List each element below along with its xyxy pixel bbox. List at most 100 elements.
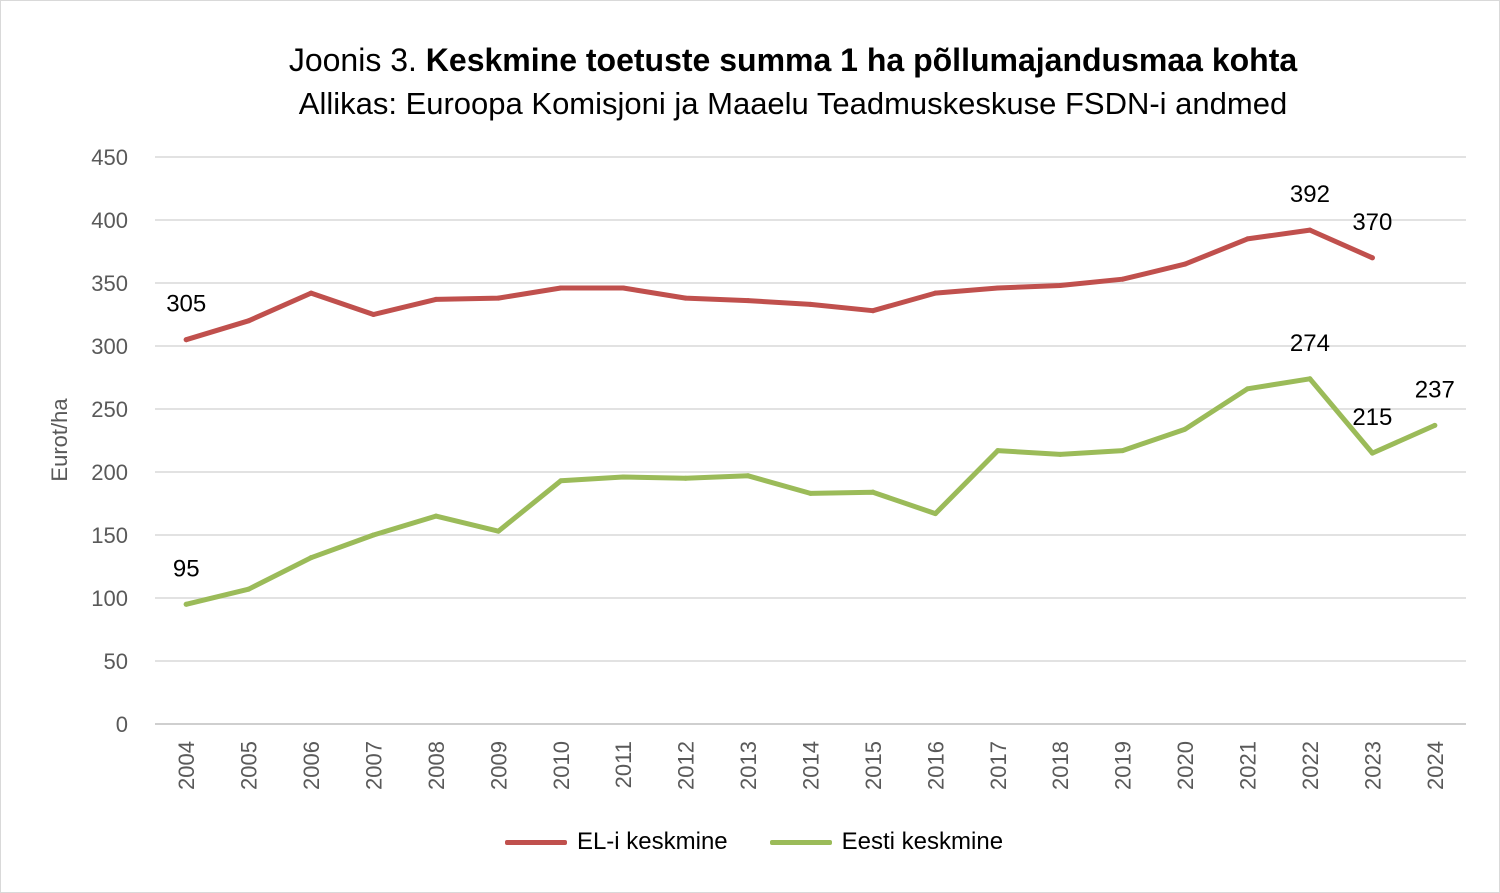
series-line-0 xyxy=(183,227,1375,343)
data-point xyxy=(308,290,314,296)
chart-title-block: Joonis 3. Keskmine toetuste summa 1 ha p… xyxy=(0,38,1500,126)
legend-swatch-eu xyxy=(504,839,567,845)
x-tick-label: 2019 xyxy=(1111,741,1136,790)
data-label: 274 xyxy=(1290,330,1330,357)
data-point xyxy=(1245,236,1250,242)
legend-item-estonia: Eesti keskmine xyxy=(769,828,1004,856)
x-tick-label: 2023 xyxy=(1360,741,1385,790)
data-point xyxy=(932,511,938,517)
x-tick-label: 2005 xyxy=(237,741,262,790)
chart-title-main: Keskmine toetuste summa 1 ha põllumajand… xyxy=(425,42,1298,78)
legend-item-eu: EL-i keskmine xyxy=(504,828,728,856)
x-tick-label: 2017 xyxy=(986,741,1011,790)
data-point xyxy=(1307,376,1313,382)
data-point xyxy=(183,337,189,343)
x-tick-label: 2021 xyxy=(1236,741,1261,790)
data-point xyxy=(1182,261,1188,267)
data-point xyxy=(246,586,252,592)
series-lines xyxy=(183,227,1438,607)
chart-legend: EL-i keskmine Eesti keskmine xyxy=(0,828,1500,856)
data-point xyxy=(1369,450,1375,456)
data-point xyxy=(1245,386,1250,392)
x-tick-label: 2016 xyxy=(923,741,948,790)
x-tick-label: 2018 xyxy=(1048,741,1073,790)
data-point xyxy=(558,285,564,291)
x-tick-label: 2008 xyxy=(424,741,449,790)
data-point xyxy=(870,308,876,314)
data-point xyxy=(371,532,376,538)
x-tick-label: 2007 xyxy=(362,741,387,790)
y-tick-label: 400 xyxy=(91,208,128,233)
y-tick-label: 200 xyxy=(91,460,128,485)
chart-title-prefix: Joonis 3. xyxy=(288,42,417,78)
data-point xyxy=(995,285,1001,291)
data-point xyxy=(1120,276,1126,282)
y-tick-label: 0 xyxy=(116,712,128,737)
x-tick-label: 2006 xyxy=(299,741,324,790)
data-point xyxy=(1307,227,1313,233)
y-tick-label: 300 xyxy=(91,334,128,359)
data-point xyxy=(495,295,501,301)
data-point xyxy=(558,478,564,484)
data-point xyxy=(745,298,751,304)
y-tick-label: 450 xyxy=(91,145,128,170)
x-tick-label: 2011 xyxy=(611,741,636,788)
data-labels: 305 392 370 95 274 215 237 xyxy=(166,181,1455,582)
x-tick-label: 2009 xyxy=(486,741,511,790)
y-tick-label: 50 xyxy=(104,649,128,674)
data-point xyxy=(1057,451,1063,457)
data-point xyxy=(183,601,189,607)
data-point xyxy=(1057,283,1063,289)
data-point xyxy=(683,295,689,301)
data-point xyxy=(932,290,938,296)
x-tick-label: 2013 xyxy=(736,741,761,790)
gridlines xyxy=(155,156,1466,725)
x-tick-label: 2015 xyxy=(861,741,886,790)
y-tick-label: 250 xyxy=(91,397,128,422)
legend-label-estonia: Eesti keskmine xyxy=(841,828,1004,855)
x-tick-label: 2014 xyxy=(799,741,824,790)
data-label: 392 xyxy=(1290,181,1330,208)
data-point xyxy=(870,489,876,495)
x-tick-label: 2024 xyxy=(1423,741,1448,790)
x-tick-label: 2004 xyxy=(174,741,199,790)
data-point xyxy=(745,473,751,479)
chart-title: Joonis 3. Keskmine toetuste summa 1 ha p… xyxy=(0,38,1500,82)
data-point xyxy=(683,475,689,481)
data-point xyxy=(1369,255,1375,261)
data-label: 370 xyxy=(1352,209,1392,236)
data-point xyxy=(808,490,813,496)
data-label: 215 xyxy=(1352,404,1392,431)
legend-swatch-estonia xyxy=(769,839,832,845)
data-point xyxy=(495,528,501,534)
data-point xyxy=(246,318,252,324)
data-point xyxy=(620,285,626,291)
data-label: 95 xyxy=(173,555,200,582)
data-label: 305 xyxy=(166,291,206,318)
data-point xyxy=(1182,426,1188,432)
data-point xyxy=(433,296,439,302)
data-point xyxy=(1432,422,1438,428)
data-label: 237 xyxy=(1415,376,1455,403)
x-tick-label: 2022 xyxy=(1298,741,1323,790)
data-point xyxy=(995,448,1001,454)
data-point xyxy=(308,555,314,561)
x-tick-label: 2010 xyxy=(549,741,574,790)
data-point xyxy=(1120,448,1126,454)
data-point xyxy=(371,312,376,317)
y-tick-label: 150 xyxy=(91,523,128,548)
y-tick-label: 350 xyxy=(91,271,128,296)
x-axis-ticks: 2004 2005 2006 2007 2008 2009 2010 2011 2012 2013… xyxy=(174,741,1448,790)
legend-label-eu: EL-i keskmine xyxy=(576,828,728,855)
y-axis-label: Eurot/ha xyxy=(47,398,72,482)
x-tick-label: 2020 xyxy=(1173,741,1198,790)
data-point xyxy=(620,474,626,480)
data-point xyxy=(433,513,439,519)
chart-subtitle: Allikas: Euroopa Komisjoni ja Maaelu Tea… xyxy=(298,86,1288,121)
x-tick-label: 2012 xyxy=(674,741,699,790)
y-axis-ticks: 0 50 100 150 200 250 300 350 400 450 xyxy=(91,145,128,737)
y-tick-label: 100 xyxy=(91,586,128,611)
data-point xyxy=(808,301,813,307)
